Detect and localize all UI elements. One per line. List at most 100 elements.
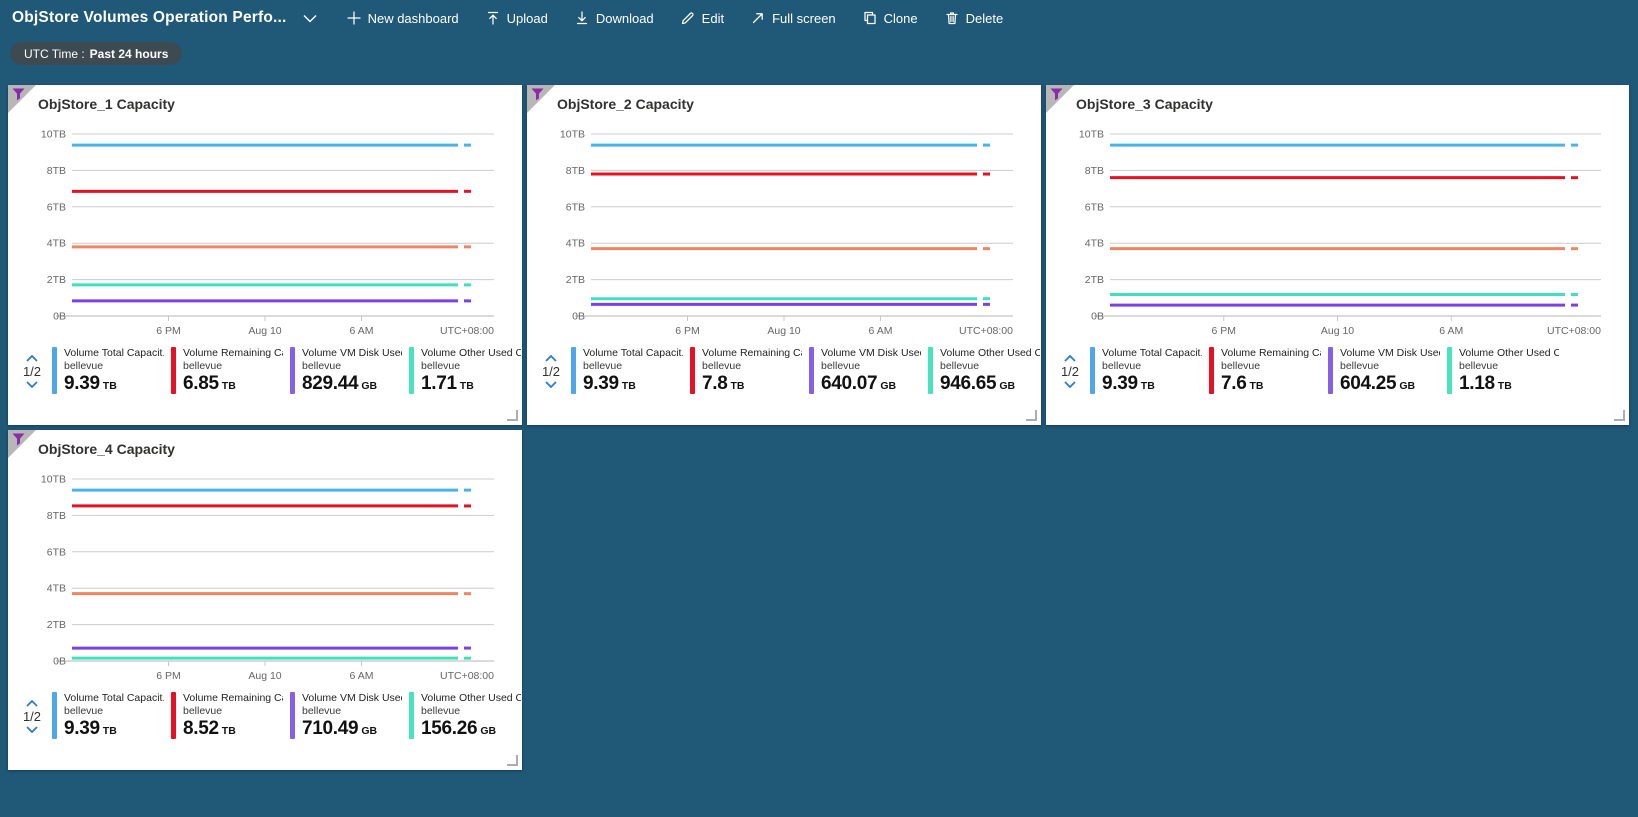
legend-value: 156.26 GB [421,718,521,740]
legend-value-unit: TB [102,380,117,392]
legend-resource-name: bellevue [64,360,104,372]
legend-metric-name: Volume Remaining Cap... [183,692,283,704]
legend-value-number: 604.25 [1340,373,1397,394]
series-color-bar [52,692,57,739]
time-filter-pill[interactable]: UTC Time : Past 24 hours [10,42,183,65]
x-axis-label: 6 AM [1439,325,1463,337]
legend-page-up-icon[interactable] [26,699,38,707]
series-color-bar [1447,347,1452,394]
x-axis-timezone-label: UTC+08:00 [440,325,494,337]
legend-resource-name: bellevue [302,705,342,717]
legend-value-unit: TB [730,380,745,392]
legend-value-unit: GB [361,380,378,392]
edit-icon [681,12,694,25]
y-axis-label: 2TB [566,274,585,286]
capacity-line-chart[interactable]: 10TB 8TB 6TB 4TB 2TB 0B 6 PM Aug 10 6 AM UTC+08:0… [1054,116,1621,344]
legend-page-down-icon[interactable] [26,380,38,388]
legend-value: 6.85 TB [183,373,283,395]
series-color-bar [409,347,414,394]
y-axis-label: 10TB [1079,129,1104,141]
toolbar-button-label: New dashboard [367,10,459,26]
legend-page-down-icon[interactable] [545,380,557,388]
legend-item: Volume Total Capacit... bellevue 9.39 TB [1090,347,1202,395]
legend-metric-name: Volume VM Disk Used ... [1340,347,1440,359]
series-color-bar [52,347,57,394]
legend-metric-name: Volume VM Disk Used ... [302,692,402,704]
legend-value-number: 1.71 [421,373,457,394]
legend-value-unit: GB [480,725,497,737]
toolbar-button-delete[interactable]: Delete [945,11,1003,26]
legend-page-indicator: 1/2 [1060,363,1080,379]
x-axis-label: 6 AM [350,325,374,337]
toolbar-button-clone[interactable]: Clone [863,11,918,26]
y-axis-label: 4TB [47,583,66,595]
dashboard-title-dropdown[interactable]: ObjStore Volumes Operation Perfo... [12,9,317,27]
resize-handle[interactable] [507,755,518,766]
clone-icon [864,11,876,25]
legend-page-down-icon[interactable] [1064,380,1076,388]
legend-page-up-icon[interactable] [545,354,557,362]
legend-items: Volume Total Capacit... bellevue 9.39 TB Vol… [52,347,521,395]
legend-items: Volume Total Capacit... bellevue 9.39 TB Vol… [571,347,1040,395]
toolbar-button-upload[interactable]: Upload [486,11,548,26]
resize-handle[interactable] [1026,410,1037,421]
capacity-line-chart[interactable]: 10TB 8TB 6TB 4TB 2TB 0B 6 PM Aug 10 6 AM UTC+08:0… [535,116,1033,344]
resize-handle[interactable] [507,410,518,421]
toolbar-button-label: Clone [883,10,918,26]
toolbar-button-label: Edit [701,10,725,26]
legend-value-number: 9.39 [64,718,100,739]
y-axis-label: 8TB [47,510,66,522]
legend-page-up-icon[interactable] [26,354,38,362]
toolbar-button-full-screen[interactable]: Full screen [751,11,836,26]
series-color-bar [171,692,176,739]
dashboard-grid: ObjStore_1 Capacity 10TB 8TB 6TB 4TB 2TB 0B 6 P… [0,65,1638,770]
resize-handle[interactable] [1614,410,1625,421]
filter-bar: UTC Time : Past 24 hours [0,36,1638,65]
toolbar-actions: New dashboard Upload Download Edit Full scre… [346,10,1003,26]
toolbar-button-new-dashboard[interactable]: New dashboard [346,10,459,26]
capacity-line-chart[interactable]: 10TB 8TB 6TB 4TB 2TB 0B 6 PM Aug 10 6 AM UTC+08:0… [16,461,514,689]
series-color-bar [690,347,695,394]
x-axis-timezone-label: UTC+08:00 [959,325,1013,337]
toolbar-button-download[interactable]: Download [575,11,654,26]
x-axis-label: 6 PM [675,325,700,337]
legend-value: 829.44 GB [302,373,402,395]
x-axis-label: 6 AM [869,325,893,337]
legend-value-number: 9.39 [1102,373,1138,394]
y-axis-label: 0B [572,311,585,323]
dashboard-toolbar: ObjStore Volumes Operation Perfo... New … [0,0,1638,36]
legend-items: Volume Total Capacit... bellevue 9.39 TB Vol… [52,692,521,740]
legend-resource-name: bellevue [302,360,342,372]
x-axis-label: Aug 10 [248,670,281,682]
legend-metric-name: Volume Total Capacit... [64,692,164,704]
legend-resource-name: bellevue [821,360,861,372]
legend-value-unit: GB [999,380,1016,392]
delete-icon [946,12,958,25]
legend-value-unit: GB [361,725,378,737]
legend-page-down-icon[interactable] [26,725,38,733]
x-axis-label: Aug 10 [767,325,800,337]
dashboard-tile: ObjStore_3 Capacity 10TB 8TB 6TB 4TB 2TB 0B 6 P… [1046,85,1629,425]
y-axis-label: 2TB [1085,274,1104,286]
series-color-bar [1209,347,1214,394]
x-axis-timezone-label: UTC+08:00 [440,670,494,682]
legend-value: 946.65 GB [940,373,1040,395]
toolbar-button-edit[interactable]: Edit [681,11,724,26]
capacity-line-chart[interactable]: 10TB 8TB 6TB 4TB 2TB 0B 6 PM Aug 10 6 AM UTC+08:0… [16,116,514,344]
legend-value-unit: TB [221,725,236,737]
series-color-bar [290,692,295,739]
legend-metric-name: Volume Total Capacit... [64,347,164,359]
legend-value: 8.52 TB [183,718,283,740]
legend-pager: 1/2 [1054,354,1086,388]
legend-value-number: 9.39 [64,373,100,394]
time-filter-value: Past 24 hours [89,46,169,61]
legend-page-up-icon[interactable] [1064,354,1076,362]
x-axis-label: 6 PM [1211,325,1236,337]
legend-value-number: 9.39 [583,373,619,394]
legend-metric-name: Volume VM Disk Used ... [821,347,921,359]
